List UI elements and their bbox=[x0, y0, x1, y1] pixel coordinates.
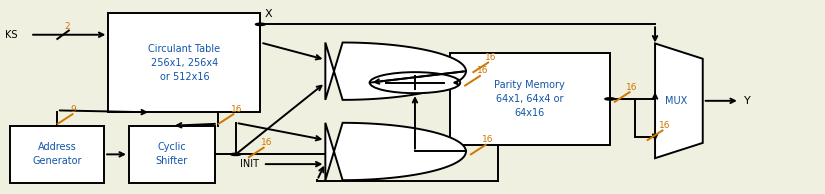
Text: KS: KS bbox=[6, 30, 18, 40]
Circle shape bbox=[370, 72, 460, 93]
Text: Address
Generator: Address Generator bbox=[32, 142, 82, 166]
Bar bbox=[129, 126, 215, 183]
Text: 16: 16 bbox=[477, 66, 488, 75]
Text: 16: 16 bbox=[659, 121, 671, 130]
Text: 9: 9 bbox=[70, 105, 76, 114]
Text: Parity Memory
64x1, 64x4 or
64x16: Parity Memory 64x1, 64x4 or 64x16 bbox=[494, 80, 565, 118]
Text: 16: 16 bbox=[262, 138, 273, 147]
Text: 16: 16 bbox=[483, 135, 494, 144]
Text: 16: 16 bbox=[485, 53, 497, 62]
Bar bbox=[108, 13, 261, 112]
Circle shape bbox=[605, 98, 615, 100]
Text: 16: 16 bbox=[231, 105, 243, 114]
Polygon shape bbox=[655, 43, 703, 158]
Bar bbox=[450, 53, 610, 145]
Text: X: X bbox=[265, 9, 272, 19]
Text: 16: 16 bbox=[626, 83, 638, 92]
Text: INIT: INIT bbox=[240, 159, 259, 169]
Text: Y: Y bbox=[744, 96, 751, 106]
Bar bbox=[10, 126, 104, 183]
Text: Cyclic
Shifter: Cyclic Shifter bbox=[156, 142, 188, 166]
Circle shape bbox=[256, 23, 266, 25]
Polygon shape bbox=[325, 42, 466, 100]
Text: 2: 2 bbox=[64, 22, 70, 31]
Circle shape bbox=[231, 153, 241, 156]
Text: Circulant Table
256x1, 256x4
or 512x16: Circulant Table 256x1, 256x4 or 512x16 bbox=[148, 44, 220, 82]
Text: MUX: MUX bbox=[666, 96, 688, 106]
Polygon shape bbox=[325, 123, 466, 180]
